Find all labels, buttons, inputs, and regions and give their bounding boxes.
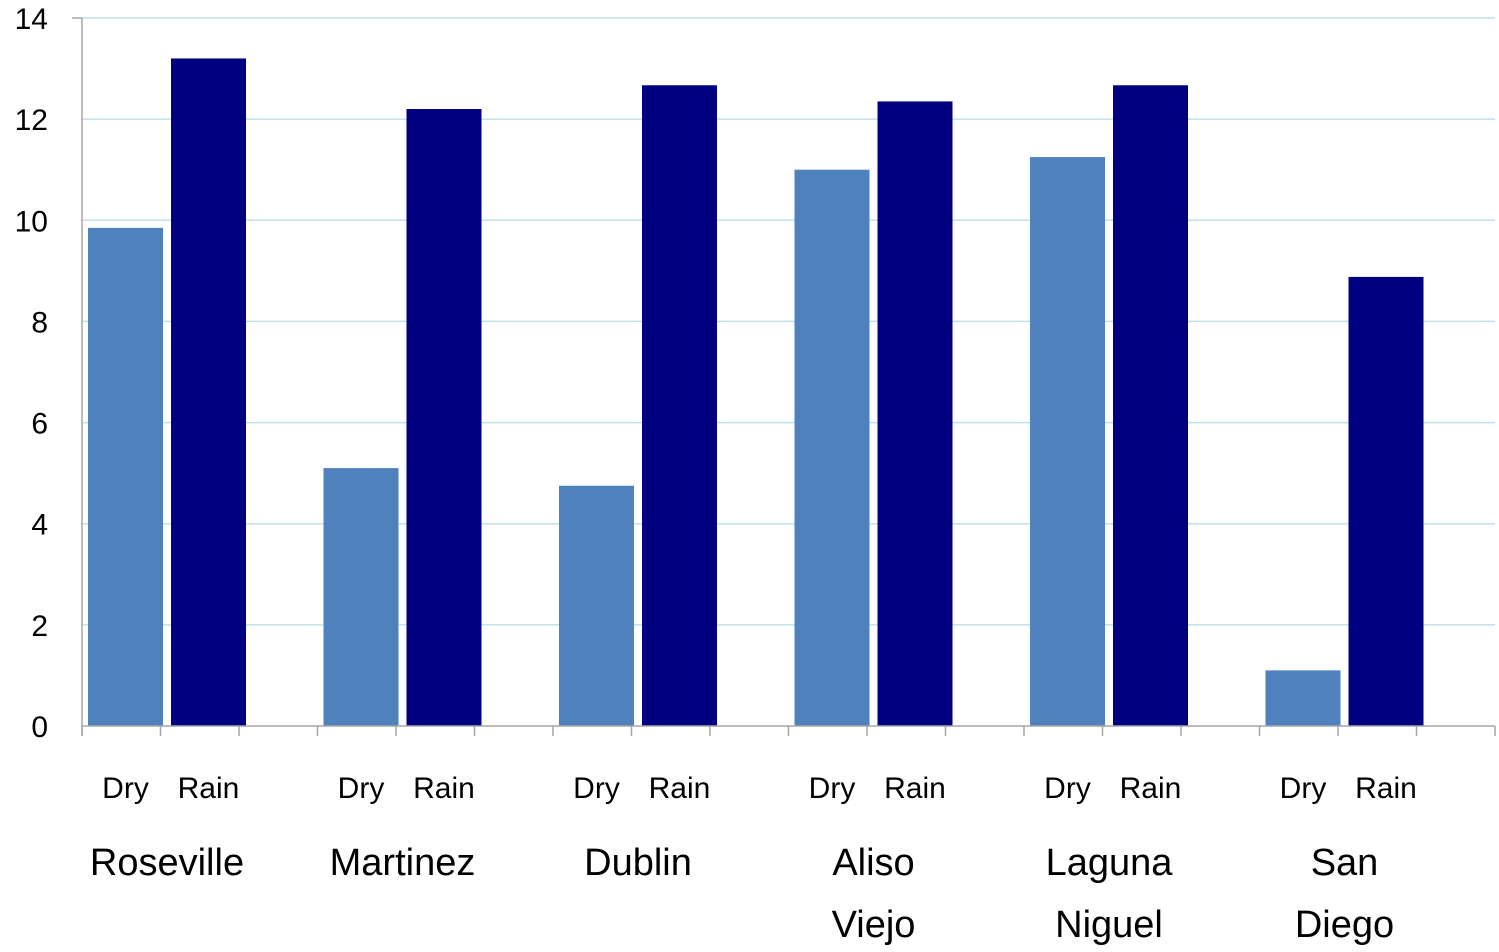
bar-sublabel: Rain xyxy=(413,772,475,805)
labels: 0 2 4 6 8 10 12 14 Dry Rain Roseville Dry Rain Martin… xyxy=(15,3,1417,946)
category-label: Viejo xyxy=(832,904,916,946)
bar-sublabel: Dry xyxy=(102,772,149,805)
bar-dry xyxy=(323,468,399,726)
bar-dry xyxy=(88,227,163,726)
bar-sublabel: Dry xyxy=(1044,772,1091,805)
category-label: Dublin xyxy=(584,842,692,884)
category-label: Martinez xyxy=(330,842,476,884)
y-tick-label: 14 xyxy=(15,3,48,36)
gridlines xyxy=(82,17,1495,626)
category-label: Laguna xyxy=(1046,842,1174,884)
y-tick-label: 2 xyxy=(31,610,48,643)
bar-dry xyxy=(1030,157,1105,727)
bar-dry xyxy=(559,485,634,726)
bar-dry xyxy=(794,169,870,726)
category-label: Aliso xyxy=(832,842,914,884)
bar-sublabel: Rain xyxy=(1355,772,1417,805)
y-tick-label: 12 xyxy=(15,104,48,137)
axes xyxy=(72,17,1496,736)
bar-sublabel: Dry xyxy=(1280,772,1327,805)
bar-rain xyxy=(877,101,953,726)
bar-rain xyxy=(1348,276,1424,726)
bar-rain xyxy=(1113,85,1188,726)
bar-sublabel: Dry xyxy=(809,772,856,805)
category-label: Roseville xyxy=(90,842,244,884)
bar-sublabel: Rain xyxy=(884,772,946,805)
bars xyxy=(88,58,1424,727)
bar-sublabel: Dry xyxy=(573,772,620,805)
bar-rain xyxy=(642,85,717,726)
bar-sublabel: Rain xyxy=(178,772,240,805)
bar-rain xyxy=(171,58,246,726)
y-tick-label: 10 xyxy=(15,205,48,238)
bar-sublabel: Rain xyxy=(1120,772,1182,805)
bar-rain xyxy=(406,109,482,727)
category-label: Diego xyxy=(1295,904,1394,946)
bar-sublabel: Rain xyxy=(649,772,711,805)
y-tick-label: 8 xyxy=(31,306,48,339)
bar-dry xyxy=(1265,670,1341,726)
bar-sublabel: Dry xyxy=(338,772,385,805)
category-label: Niguel xyxy=(1055,904,1163,946)
category-label: San xyxy=(1311,842,1379,884)
y-tick-label: 4 xyxy=(31,509,48,542)
y-tick-label: 6 xyxy=(31,408,48,441)
y-tick-label: 0 xyxy=(31,711,48,744)
